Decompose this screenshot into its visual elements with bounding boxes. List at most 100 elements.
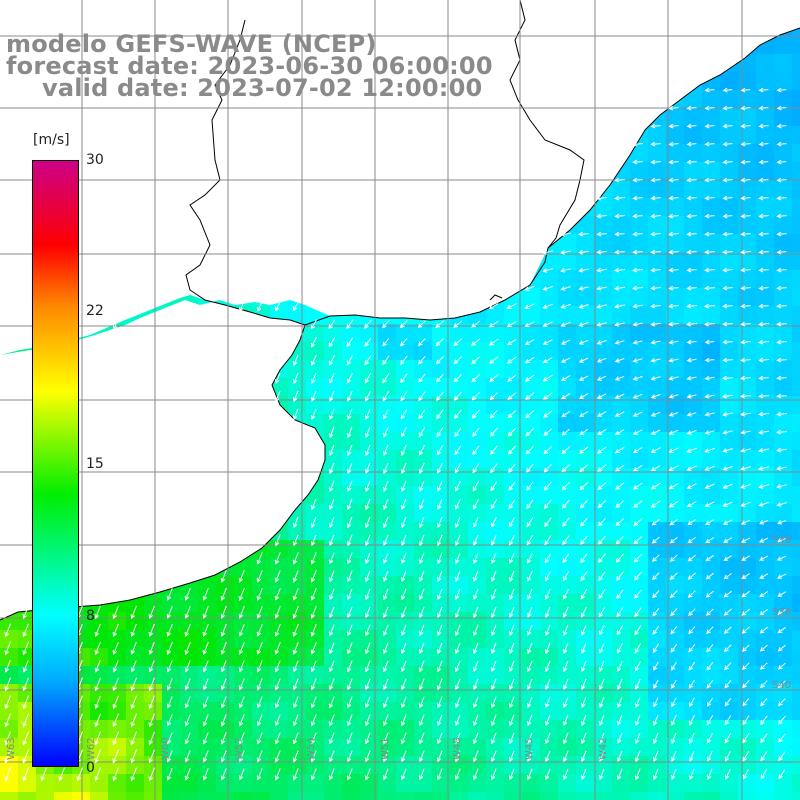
speed-cell	[396, 342, 415, 361]
speed-cell	[666, 648, 685, 667]
speed-cell	[702, 270, 721, 289]
speed-cell	[666, 396, 685, 415]
wind-arrow	[382, 355, 390, 366]
wind-arrow	[436, 445, 444, 456]
speed-cell	[324, 342, 343, 361]
speed-cell	[702, 144, 721, 163]
speed-cell	[216, 666, 235, 685]
speed-cell	[468, 414, 487, 433]
speed-cell	[540, 468, 559, 487]
speed-cell	[720, 252, 739, 271]
speed-cell	[702, 612, 721, 631]
wind-arrow	[741, 537, 751, 543]
speed-cell	[522, 612, 541, 631]
speed-cell	[558, 702, 577, 721]
speed-cell	[684, 522, 703, 541]
wind-arrow	[418, 660, 425, 673]
speed-cell	[594, 198, 613, 217]
speed-cell	[648, 522, 667, 541]
speed-cell	[702, 108, 721, 127]
speed-cell	[666, 666, 685, 685]
speed-cell	[612, 414, 631, 433]
wind-arrow	[274, 750, 281, 763]
wind-arrow	[453, 391, 462, 401]
speed-cell	[702, 720, 721, 739]
speed-cell	[756, 774, 775, 793]
wind-arrow	[704, 141, 715, 147]
speed-cell	[720, 324, 739, 343]
wind-arrow	[650, 249, 661, 255]
wind-arrow	[650, 411, 661, 417]
wind-arrow	[580, 553, 588, 564]
speed-cell	[720, 792, 739, 800]
wind-arrow	[579, 499, 588, 509]
wind-arrow	[401, 642, 407, 655]
speed-cell	[198, 666, 217, 685]
lat-label: S38	[772, 607, 792, 618]
speed-cell	[450, 360, 469, 379]
speed-cell	[774, 360, 793, 379]
speed-cell	[108, 630, 127, 649]
wind-arrow	[615, 518, 625, 527]
wind-arrow	[328, 678, 335, 691]
speed-cell	[774, 270, 793, 289]
wind-arrow	[758, 339, 769, 345]
speed-cell	[216, 774, 235, 793]
wind-arrow	[76, 767, 83, 782]
speed-cell	[234, 792, 253, 800]
speed-cell	[252, 594, 271, 613]
wind-arrow	[94, 731, 101, 746]
wind-arrow	[615, 464, 625, 472]
speed-cell	[648, 702, 667, 721]
lon-label: W60	[160, 737, 171, 760]
wind-arrow	[650, 123, 661, 129]
wind-arrow	[740, 141, 751, 147]
wind-arrow	[346, 768, 353, 781]
speed-cell	[594, 666, 613, 685]
wind-arrow	[526, 499, 534, 510]
speed-cell	[612, 198, 631, 217]
speed-cell	[792, 792, 800, 800]
speed-cell	[378, 450, 397, 469]
speed-cell	[558, 342, 577, 361]
speed-cell	[432, 756, 451, 775]
wind-arrow	[653, 732, 659, 745]
wind-arrow	[776, 466, 787, 471]
speed-cell	[666, 558, 685, 577]
wind-arrow	[706, 697, 713, 707]
speed-cell	[324, 378, 343, 397]
wind-arrow	[562, 606, 569, 618]
wind-arrow	[759, 680, 768, 689]
wind-arrow	[634, 643, 642, 654]
wind-arrow	[561, 499, 570, 509]
wind-arrow	[472, 750, 479, 763]
wind-arrow	[4, 749, 12, 764]
speed-cell	[594, 702, 613, 721]
speed-cell	[756, 216, 775, 235]
speed-cell	[234, 666, 253, 685]
speed-cell	[144, 702, 163, 721]
wind-arrow	[668, 177, 679, 183]
wind-arrow	[148, 623, 155, 637]
speed-cell	[324, 522, 343, 541]
speed-cell	[396, 756, 415, 775]
wind-arrow	[184, 660, 191, 673]
speed-cell	[324, 594, 343, 613]
speed-cell	[234, 702, 253, 721]
wind-arrow	[471, 338, 481, 346]
speed-cell	[792, 468, 800, 487]
wind-arrow	[166, 696, 173, 709]
speed-cell	[774, 36, 793, 55]
wind-arrow	[579, 464, 589, 473]
speed-cell	[414, 576, 433, 595]
wind-arrow	[724, 698, 732, 707]
wind-arrow	[383, 444, 389, 456]
wind-arrow	[400, 732, 407, 745]
wind-arrow	[759, 519, 769, 525]
wind-arrow	[401, 516, 407, 529]
speed-cell	[378, 612, 397, 631]
wind-arrow	[382, 391, 390, 402]
wind-arrow	[616, 607, 624, 618]
